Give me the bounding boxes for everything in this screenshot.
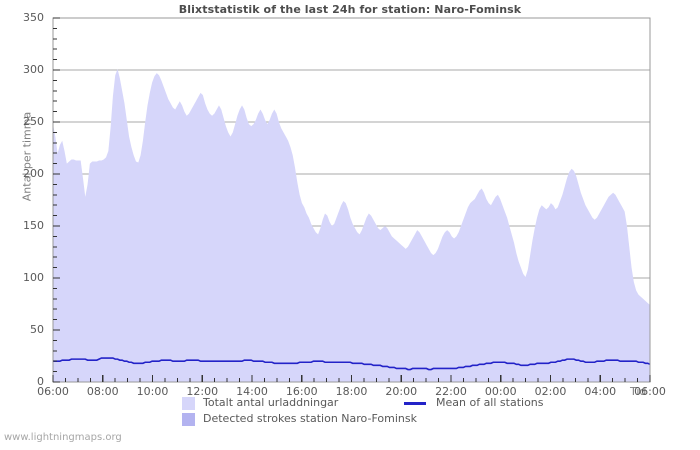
y-tick-label: 50 (30, 323, 44, 336)
legend-line-mean (404, 402, 426, 405)
footer-url: www.lightningmaps.org (4, 432, 122, 443)
x-tick-label: 10:00 (136, 385, 169, 398)
x-axis-label: Tid (630, 385, 647, 398)
x-tick-label: 02:00 (534, 385, 567, 398)
legend-label-detected: Detected strokes station Naro-Fominsk (203, 412, 417, 425)
legend-label-total: Totalt antal urladdningar (203, 396, 339, 409)
x-tick-label: 06:00 (37, 385, 69, 398)
x-tick-label: 08:00 (86, 385, 119, 398)
legend-swatch-total (182, 397, 195, 410)
y-tick-label: 200 (23, 167, 44, 180)
legend-label-mean: Mean of all stations (436, 396, 544, 409)
x-tick-label: 16:00 (285, 385, 318, 398)
legend-swatch-detected (182, 413, 195, 426)
chart-title: Blixtstatistik of the last 24h for stati… (178, 3, 522, 16)
x-tick-label: 20:00 (385, 385, 418, 398)
x-tick-label: 06:00 (634, 385, 666, 398)
x-tick-label: 00:00 (484, 385, 517, 398)
x-tick-label: 14:00 (236, 385, 268, 398)
y-tick-label: 350 (23, 11, 44, 24)
x-tick-label: 22:00 (435, 385, 467, 398)
y-tick-label: 150 (23, 219, 44, 232)
x-tick-label: 18:00 (335, 385, 368, 398)
y-tick-label: 100 (23, 271, 44, 284)
y-tick-label: 300 (23, 63, 44, 76)
y-tick-label: 0 (37, 375, 44, 388)
chart-legend: Totalt antal urladdningar Detected strok… (0, 394, 700, 430)
x-tick-label: 12:00 (186, 385, 219, 398)
y-tick-label: 250 (23, 115, 44, 128)
x-tick-label: 04:00 (584, 385, 617, 398)
